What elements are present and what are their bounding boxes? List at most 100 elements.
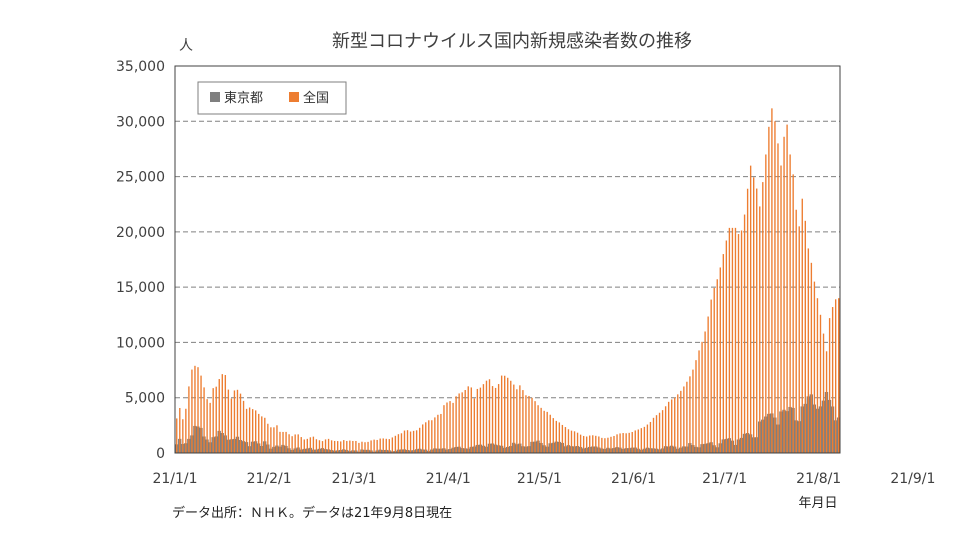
national-bar: [774, 121, 776, 453]
national-bar: [649, 421, 652, 453]
national-bar: [819, 314, 822, 453]
national-bar: [248, 407, 251, 453]
national-bar: [194, 365, 196, 453]
national-bar: [449, 401, 451, 453]
national-bar: [713, 287, 715, 453]
national-bar: [601, 437, 603, 453]
national-bar: [370, 440, 372, 453]
national-bar: [470, 387, 472, 453]
national-bar: [564, 427, 567, 453]
national-bar: [598, 436, 600, 453]
national-bar: [500, 375, 503, 453]
national-bar: [418, 427, 421, 453]
national-bar: [349, 440, 351, 453]
national-bar: [722, 254, 725, 453]
national-bar: [230, 398, 233, 453]
national-bar: [255, 410, 257, 453]
national-bar: [616, 434, 618, 453]
national-bar: [534, 401, 536, 453]
national-bar: [306, 438, 308, 453]
national-bar: [749, 165, 752, 453]
national-bar: [579, 434, 582, 453]
plot-frame: [174, 65, 841, 454]
national-bar: [352, 440, 354, 453]
national-bar: [801, 198, 803, 453]
national-bar: [303, 439, 305, 453]
national-bar: [337, 441, 339, 453]
national-bar: [543, 410, 545, 453]
national-bar: [361, 441, 363, 453]
y-tick-label: 30,000: [116, 114, 165, 130]
national-bar: [680, 390, 682, 453]
national-bar: [753, 177, 755, 453]
national-bar: [391, 437, 394, 453]
national-bar: [209, 402, 211, 453]
national-bar: [318, 440, 321, 453]
national-bar: [197, 367, 199, 453]
national-bar: [330, 440, 333, 453]
national-bar: [282, 431, 284, 453]
national-bar: [737, 234, 740, 453]
national-bar: [780, 165, 782, 453]
y-tick-label: 5,000: [125, 391, 165, 407]
national-bar: [245, 408, 248, 453]
national-bar: [507, 377, 509, 453]
national-bar: [373, 439, 375, 453]
national-bar: [367, 441, 369, 453]
y-tick-label: 10,000: [116, 335, 165, 351]
national-bar: [428, 420, 430, 453]
national-bar: [777, 143, 779, 453]
national-bar: [771, 108, 773, 453]
y-tick-label: 15,000: [116, 280, 165, 296]
national-bar: [734, 227, 737, 453]
national-bar: [838, 298, 840, 453]
national-bar: [731, 227, 734, 453]
national-bar: [479, 387, 482, 453]
x-tick-label: 21/1/1: [152, 471, 197, 487]
national-bar: [233, 390, 236, 453]
national-bar: [716, 279, 718, 453]
national-bar: [589, 435, 591, 453]
national-bar: [464, 390, 466, 453]
national-bar: [385, 438, 387, 453]
national-bar: [239, 393, 242, 453]
national-bar: [561, 424, 564, 453]
national-bar: [567, 429, 570, 453]
national-bar: [288, 434, 290, 453]
national-bar: [227, 389, 230, 453]
national-bar: [258, 413, 260, 453]
national-bar: [640, 428, 643, 453]
national-bar: [485, 380, 488, 453]
national-bar: [825, 351, 828, 453]
national-bar: [582, 435, 585, 453]
national-bar: [592, 435, 594, 453]
national-bar: [831, 307, 834, 453]
national-bar: [795, 209, 797, 453]
national-bar: [655, 415, 658, 453]
national-bar: [759, 206, 761, 453]
national-bar: [683, 386, 685, 453]
national-bar: [461, 392, 463, 453]
x-axis-label: 年月日: [798, 496, 837, 511]
national-bar: [473, 398, 476, 453]
national-bar: [179, 408, 181, 453]
y-tick-label: 35,000: [116, 59, 165, 75]
national-bar: [585, 436, 588, 453]
national-bar: [822, 333, 825, 453]
national-bar: [440, 413, 442, 453]
national-bar: [309, 437, 312, 453]
national-bar: [658, 412, 661, 453]
national-bar: [792, 174, 794, 454]
national-bar: [397, 434, 400, 453]
national-bar: [355, 440, 357, 453]
national-bar: [182, 419, 184, 453]
y-tick-label: 25,000: [116, 170, 165, 186]
national-bar: [406, 430, 409, 453]
national-bar: [719, 267, 721, 453]
national-bar: [203, 387, 205, 453]
national-bar: [537, 405, 539, 453]
national-bar: [212, 388, 214, 453]
x-tick-label: 21/8/1: [796, 471, 841, 487]
x-tick-labels: 21/1/1 21/2/1 21/3/1 21/4/1 21/5/1 21/6/1 21/7…: [152, 471, 935, 487]
national-bar: [431, 420, 433, 453]
